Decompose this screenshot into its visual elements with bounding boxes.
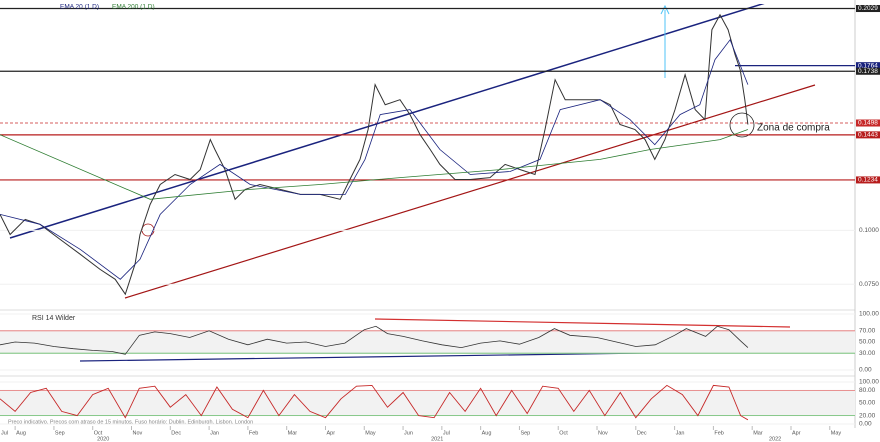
- x-tick-label: Oct: [94, 430, 103, 436]
- price-level-box: [856, 119, 880, 127]
- x-tick-label: Feb: [249, 430, 258, 436]
- channel-top: [9, 4, 765, 239]
- price-level-box: [856, 62, 880, 70]
- y-tick-label: 50.00: [859, 339, 876, 346]
- x-tick-label: Apr: [792, 430, 801, 436]
- arrow-head: [660, 4, 670, 15]
- x-tick-label: Aug: [482, 430, 492, 436]
- footnote: Preço indicativo. Preços com atraso de 1…: [8, 419, 253, 425]
- y-tick-label: 100.00: [859, 379, 879, 386]
- y-tick-label: 0.00: [859, 421, 872, 428]
- y-tick-label: 0.00: [859, 367, 872, 374]
- legend-item: EMA 20 (1 D): [60, 4, 99, 11]
- year-label: 2020: [97, 436, 109, 442]
- y-tick-label: 100.00: [859, 311, 879, 318]
- band-fill: [0, 390, 855, 416]
- y-tick-label: 0.1000: [859, 227, 879, 234]
- x-tick-label: Jan: [210, 430, 219, 436]
- x-tick-label: Aug: [16, 430, 26, 436]
- price-level-label: 0.1738: [858, 68, 878, 75]
- series-line: [0, 38, 749, 280]
- price-level-label: 0.1234: [858, 177, 878, 184]
- legend-item: EMA 200 (1 D): [112, 4, 155, 11]
- x-tick-label: Mar: [753, 430, 763, 436]
- y-tick-label: 30.00: [859, 350, 876, 357]
- x-tick-label: May: [365, 430, 376, 436]
- y-tick-label: 50.00: [859, 400, 876, 407]
- y-tick-label: 80.00: [859, 387, 876, 394]
- x-tick-label: Nov: [598, 430, 608, 436]
- y-tick-label: 20.00: [859, 412, 876, 419]
- rsi-trendline: [374, 318, 791, 328]
- x-tick-label: Sep: [520, 430, 530, 436]
- price-level-label: 0.2029: [858, 5, 878, 12]
- x-tick-label: Jun: [404, 430, 413, 436]
- x-tick-label: Apr: [326, 430, 335, 436]
- annotation: Zona de compra: [757, 123, 830, 134]
- series-line: [0, 129, 749, 200]
- x-tick-label: Oct: [559, 430, 568, 436]
- circle: [729, 112, 755, 138]
- panel-title: RSI 14 Wilder: [32, 315, 76, 322]
- year-label: 2021: [431, 436, 443, 442]
- price-level-box: [856, 176, 880, 184]
- x-tick-label: Mar: [288, 430, 298, 436]
- price-level-box: [856, 5, 880, 13]
- y-tick-label: 70.00: [859, 328, 876, 335]
- series-line: [0, 384, 749, 421]
- x-tick-label: Sep: [55, 430, 65, 436]
- price-level-box: [856, 131, 880, 139]
- x-tick-label: Jul: [443, 430, 450, 436]
- price-level-label: 0.1443: [858, 132, 878, 139]
- price-level-label: 0.1764: [858, 62, 878, 69]
- channel-bottom: [124, 84, 816, 299]
- y-tick-label: 0.0750: [859, 281, 879, 288]
- series-line: [0, 13, 749, 296]
- x-tick-label: Jul: [1, 430, 8, 436]
- series-line: [0, 325, 749, 355]
- x-tick-label: Dec: [171, 430, 181, 436]
- x-tick-label: Nov: [133, 430, 143, 436]
- price-level-box: [856, 67, 880, 75]
- year-label: 2022: [769, 436, 781, 442]
- x-tick-label: May: [831, 430, 842, 436]
- x-tick-label: Dec: [637, 430, 647, 436]
- x-tick-label: Jan: [676, 430, 685, 436]
- price-level-label: 0.1498: [858, 120, 878, 127]
- x-tick-label: Feb: [714, 430, 723, 436]
